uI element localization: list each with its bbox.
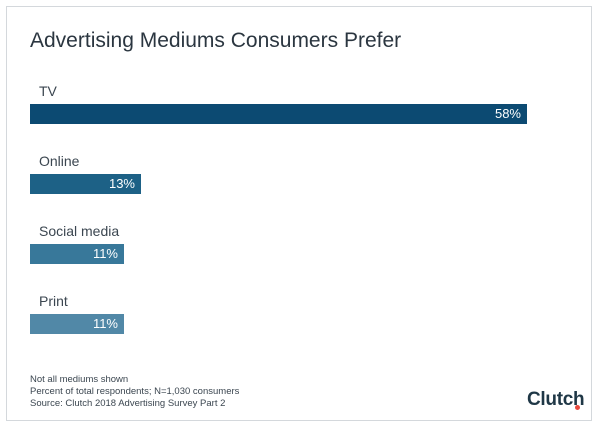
bar-value-label: 58%: [494, 106, 521, 121]
category-label: Print: [39, 293, 68, 309]
bar: [30, 104, 527, 124]
category-label: Social media: [39, 223, 120, 239]
note-line: Not all mediums shown: [30, 374, 129, 385]
chart-notes: Not all mediums shown Percent of total r…: [30, 374, 239, 410]
bar: [30, 174, 141, 194]
category-label: TV: [39, 83, 57, 99]
clutch-logo-dot: [575, 405, 580, 410]
bar: [30, 244, 124, 264]
chart-frame: [6, 6, 592, 421]
clutch-logo: Clutch: [527, 389, 585, 410]
bar: [30, 314, 124, 334]
category-label: Online: [39, 153, 80, 169]
bar-value-label: 11%: [92, 246, 118, 261]
bar-value-label: 13%: [108, 176, 135, 191]
bar-value-label: 11%: [92, 316, 118, 331]
chart-title: Advertising Mediums Consumers Prefer: [30, 29, 402, 52]
note-line: Source: Clutch 2018 Advertising Survey P…: [30, 398, 226, 409]
note-line: Percent of total respondents; N=1,030 co…: [30, 386, 240, 397]
